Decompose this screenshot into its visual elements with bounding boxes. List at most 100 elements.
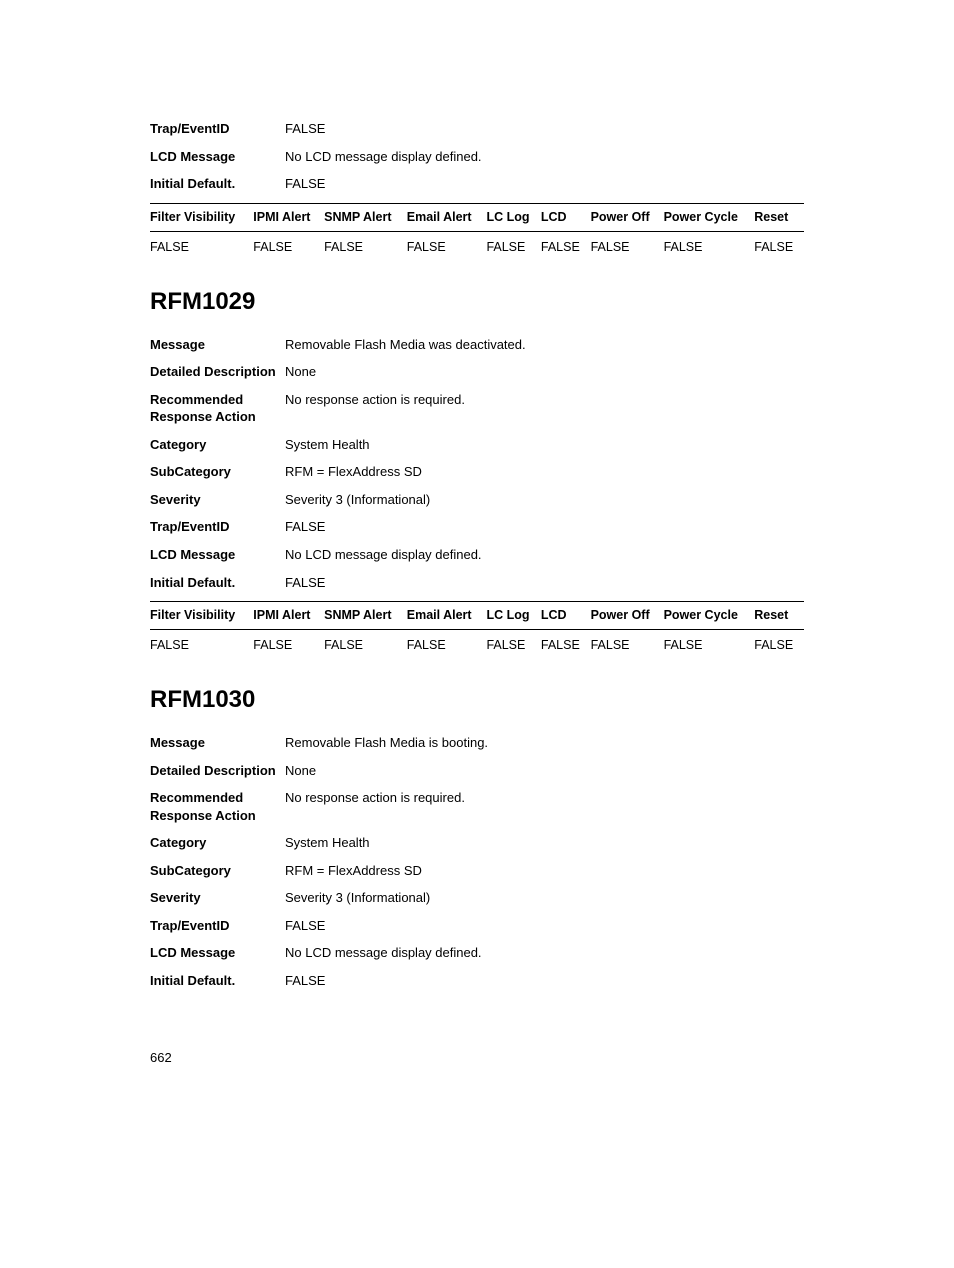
- desc-row: LCD Message No LCD message display defin…: [150, 944, 804, 962]
- desc-row: Recommended Response Action No response …: [150, 789, 804, 824]
- desc-value: FALSE: [285, 518, 804, 536]
- desc-value: No response action is required.: [285, 789, 804, 824]
- desc-row: Detailed Description None: [150, 363, 804, 381]
- table-header: Power Cycle: [664, 203, 755, 231]
- table-cell: FALSE: [324, 630, 407, 659]
- desc-label: Recommended Response Action: [150, 789, 285, 824]
- table-cell: FALSE: [150, 231, 253, 260]
- page-number: 662: [150, 1050, 804, 1065]
- table-cell: FALSE: [253, 231, 324, 260]
- table-cell: FALSE: [253, 630, 324, 659]
- desc-label: LCD Message: [150, 546, 285, 564]
- table-header: SNMP Alert: [324, 203, 407, 231]
- desc-row: Initial Default. FALSE: [150, 574, 804, 592]
- top-fragment: Trap/EventID FALSE LCD Message No LCD me…: [150, 120, 804, 260]
- table-cell: FALSE: [324, 231, 407, 260]
- desc-row: Trap/EventID FALSE: [150, 518, 804, 536]
- table-cell: FALSE: [486, 231, 540, 260]
- table-header: Power Cycle: [664, 602, 755, 630]
- desc-label: LCD Message: [150, 148, 285, 166]
- desc-row: Trap/EventID FALSE: [150, 917, 804, 935]
- desc-label: Message: [150, 734, 285, 752]
- desc-label: Trap/EventID: [150, 917, 285, 935]
- table-header: Filter Visibility: [150, 203, 253, 231]
- desc-value: Removable Flash Media was deactivated.: [285, 336, 804, 354]
- desc-label: Category: [150, 436, 285, 454]
- desc-row: Recommended Response Action No response …: [150, 391, 804, 426]
- desc-label: Initial Default.: [150, 574, 285, 592]
- table-cell: FALSE: [541, 630, 591, 659]
- table-cell: FALSE: [407, 231, 487, 260]
- desc-label: Severity: [150, 491, 285, 509]
- desc-value: No LCD message display defined.: [285, 546, 804, 564]
- desc-value: FALSE: [285, 175, 804, 193]
- table-cell: FALSE: [664, 630, 755, 659]
- section-title: RFM1030: [150, 686, 804, 714]
- section-title: RFM1029: [150, 288, 804, 316]
- desc-value: RFM = FlexAddress SD: [285, 463, 804, 481]
- desc-label: Detailed Description: [150, 363, 285, 381]
- desc-row: SubCategory RFM = FlexAddress SD: [150, 862, 804, 880]
- desc-value: FALSE: [285, 574, 804, 592]
- table-cell: FALSE: [664, 231, 755, 260]
- desc-value: None: [285, 762, 804, 780]
- table-header: LCD: [541, 203, 591, 231]
- desc-value: Severity 3 (Informational): [285, 491, 804, 509]
- desc-label: SubCategory: [150, 463, 285, 481]
- desc-label: Trap/EventID: [150, 518, 285, 536]
- table-header: Email Alert: [407, 203, 487, 231]
- desc-value: Severity 3 (Informational): [285, 889, 804, 907]
- desc-label: Initial Default.: [150, 972, 285, 990]
- table-cell: FALSE: [541, 231, 591, 260]
- desc-label: Initial Default.: [150, 175, 285, 193]
- table-header: LC Log: [486, 602, 540, 630]
- desc-row: Severity Severity 3 (Informational): [150, 889, 804, 907]
- desc-label: Message: [150, 336, 285, 354]
- desc-value: RFM = FlexAddress SD: [285, 862, 804, 880]
- desc-row: Message Removable Flash Media was deacti…: [150, 336, 804, 354]
- section-rfm1029: RFM1029 Message Removable Flash Media wa…: [150, 288, 804, 658]
- desc-value: System Health: [285, 436, 804, 454]
- table-row: FALSE FALSE FALSE FALSE FALSE FALSE FALS…: [150, 231, 804, 260]
- desc-label: Trap/EventID: [150, 120, 285, 138]
- desc-value: None: [285, 363, 804, 381]
- table-cell: FALSE: [754, 231, 804, 260]
- table-header: Reset: [754, 203, 804, 231]
- desc-row: Detailed Description None: [150, 762, 804, 780]
- desc-value: FALSE: [285, 917, 804, 935]
- table-header-row: Filter Visibility IPMI Alert SNMP Alert …: [150, 203, 804, 231]
- table-header: Power Off: [591, 203, 664, 231]
- desc-label: Category: [150, 834, 285, 852]
- desc-value: FALSE: [285, 120, 804, 138]
- table-header: SNMP Alert: [324, 602, 407, 630]
- table-cell: FALSE: [591, 630, 664, 659]
- table-header: LC Log: [486, 203, 540, 231]
- desc-row: LCD Message No LCD message display defin…: [150, 546, 804, 564]
- desc-value: Removable Flash Media is booting.: [285, 734, 804, 752]
- table-header: Filter Visibility: [150, 602, 253, 630]
- alert-table: Filter Visibility IPMI Alert SNMP Alert …: [150, 203, 804, 260]
- desc-row: LCD Message No LCD message display defin…: [150, 148, 804, 166]
- desc-label: Detailed Description: [150, 762, 285, 780]
- desc-label: SubCategory: [150, 862, 285, 880]
- desc-label: Recommended Response Action: [150, 391, 285, 426]
- desc-row: Category System Health: [150, 834, 804, 852]
- desc-row: Severity Severity 3 (Informational): [150, 491, 804, 509]
- section-rfm1030: RFM1030 Message Removable Flash Media is…: [150, 686, 804, 989]
- table-header: IPMI Alert: [253, 602, 324, 630]
- desc-row: Initial Default. FALSE: [150, 175, 804, 193]
- table-header-row: Filter Visibility IPMI Alert SNMP Alert …: [150, 602, 804, 630]
- table-header: Email Alert: [407, 602, 487, 630]
- document-page: Trap/EventID FALSE LCD Message No LCD me…: [0, 0, 954, 1105]
- desc-row: Initial Default. FALSE: [150, 972, 804, 990]
- alert-table: Filter Visibility IPMI Alert SNMP Alert …: [150, 601, 804, 658]
- table-cell: FALSE: [486, 630, 540, 659]
- desc-value: No response action is required.: [285, 391, 804, 426]
- table-cell: FALSE: [591, 231, 664, 260]
- desc-label: Severity: [150, 889, 285, 907]
- table-header: IPMI Alert: [253, 203, 324, 231]
- table-row: FALSE FALSE FALSE FALSE FALSE FALSE FALS…: [150, 630, 804, 659]
- desc-row: Trap/EventID FALSE: [150, 120, 804, 138]
- desc-row: Message Removable Flash Media is booting…: [150, 734, 804, 752]
- desc-row: SubCategory RFM = FlexAddress SD: [150, 463, 804, 481]
